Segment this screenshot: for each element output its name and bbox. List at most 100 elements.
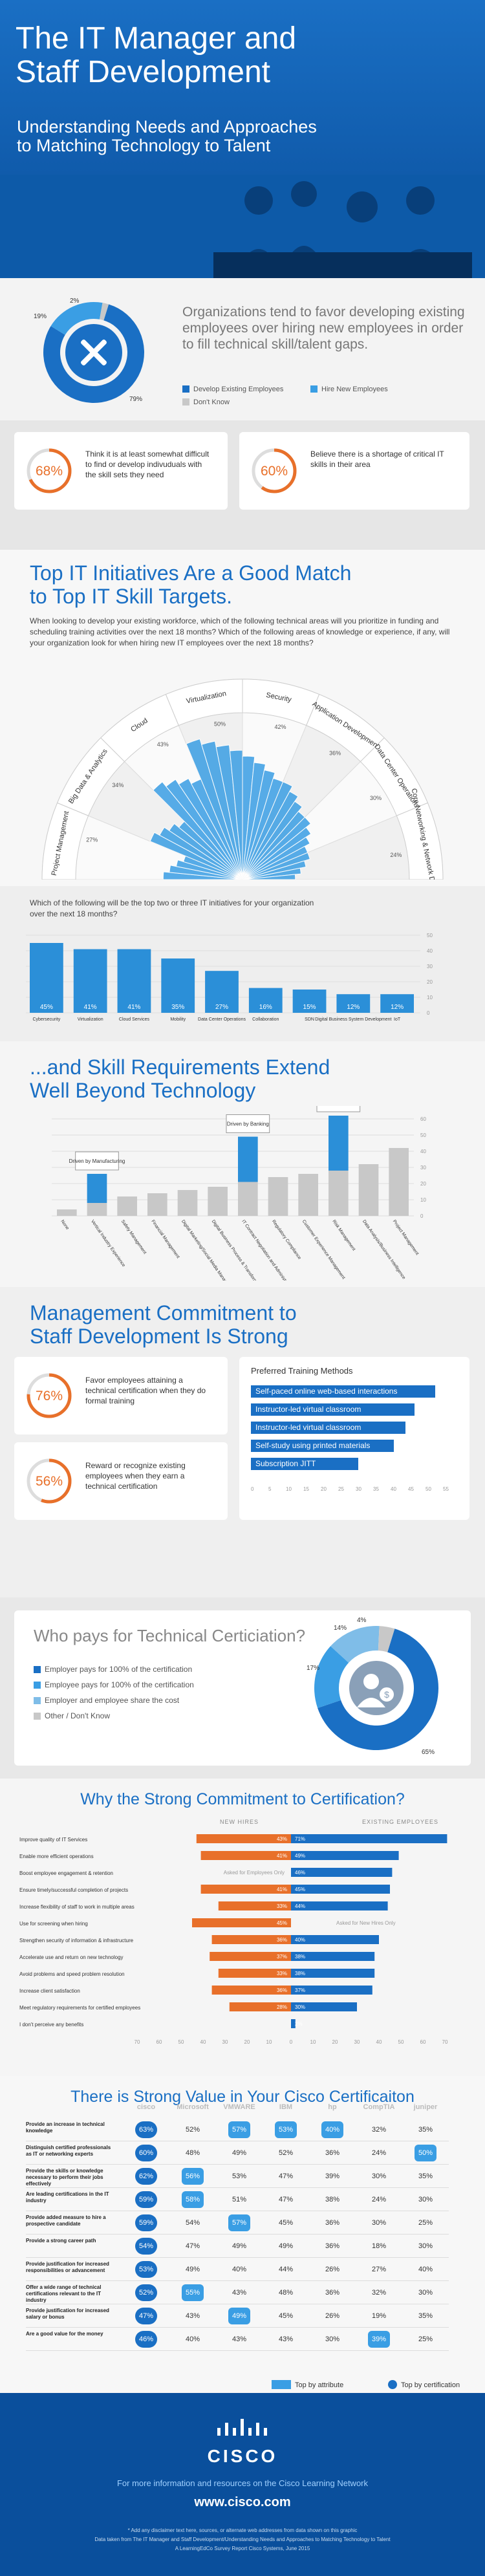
- training-method-bar-4: Subscription JITT: [251, 1458, 358, 1470]
- skills-title: ...and Skill Requirements Extend Well Bey…: [30, 1055, 330, 1102]
- value-cell: 30%: [418, 2242, 433, 2250]
- value-title: There is Strong Value in Your Cisco Cert…: [70, 2088, 415, 2106]
- value-cell: 24%: [371, 2149, 387, 2157]
- value-cell: 30%: [371, 2219, 387, 2227]
- y-tick-label: 50: [420, 1132, 426, 1138]
- bar-1: [73, 949, 107, 1013]
- why-axis-tick: 10: [266, 2039, 272, 2045]
- x-category-label: Data Center Operations: [198, 1017, 246, 1022]
- skill-bar-11: [389, 1148, 409, 1216]
- value-row-label: Provide the skills or knowledge necessar…: [26, 2168, 103, 2187]
- value-row-label: Are a good value for the money: [26, 2331, 103, 2337]
- bar-value-label: 41%: [127, 1004, 140, 1011]
- value-cell: 54%: [185, 2219, 200, 2227]
- value-cell: 36%: [325, 2219, 340, 2227]
- skill-bar-2: [117, 1196, 137, 1216]
- value-cell: 30%: [325, 2335, 340, 2343]
- value-cell: 57%: [228, 2121, 250, 2138]
- legend-hire: Hire New Employees: [310, 385, 388, 393]
- existing-bar-0: [291, 1834, 447, 1843]
- dontknow-value-label: 2%: [70, 298, 80, 305]
- difficulty-card: 68% Think it is at least somewhat diffic…: [14, 432, 228, 510]
- payer-other-label: 4%: [357, 1617, 367, 1624]
- value-row-label: Are leading certifications in the IT ind…: [26, 2191, 109, 2203]
- legend-develop: Develop Existing Employees: [182, 385, 283, 393]
- skill-bar-4: [177, 1190, 198, 1216]
- why-section: Why the Strong Commitment to Certificati…: [0, 1779, 485, 2076]
- row-divider: [26, 2327, 449, 2328]
- hero-banner: The IT Manager and Staff Development Unde…: [0, 0, 485, 278]
- initiatives-section: Top IT Initiatives Are a Good Match to To…: [0, 550, 485, 886]
- y-tick-label: 0: [427, 1010, 430, 1016]
- people-silhouette-illustration: [0, 175, 485, 278]
- new-hire-bar-3: [200, 1885, 291, 1894]
- x-category-label: Digital Business System Development: [315, 1017, 391, 1022]
- develop-statement: Organizations tend to favor developing e…: [182, 305, 465, 352]
- skill-category-label: Risk Management: [331, 1219, 356, 1251]
- existing-label: 71%: [295, 1836, 305, 1842]
- row-divider: [26, 2257, 449, 2258]
- value-cell: 53%: [275, 2121, 297, 2138]
- value-cell: 47%: [135, 2308, 157, 2324]
- fan-value-label: 27%: [86, 836, 98, 843]
- value-cell: 49%: [278, 2242, 294, 2250]
- value-row-label: Provide an increase in technical knowled…: [26, 2121, 105, 2134]
- payer-slice-3: [378, 1626, 395, 1652]
- value-cell: 35%: [418, 2126, 433, 2134]
- page-subtitle: Understanding Needs and Approaches to Mat…: [17, 117, 317, 155]
- skill-bar-1: [87, 1203, 107, 1216]
- why-row-label: Strengthen security of information & inf…: [19, 1938, 134, 1943]
- skill-category-label: Vertical Industry Experience: [90, 1219, 126, 1268]
- legend-top-certification: Top by certification: [388, 2380, 460, 2389]
- why-axis-tick: 40: [200, 2039, 206, 2045]
- existing-label: 49%: [295, 1853, 305, 1859]
- existing-bar-8: [291, 1969, 375, 1978]
- svg-text:$: $: [384, 1689, 389, 1700]
- existing-bar-6: [291, 1935, 379, 1944]
- top-initiatives-bar-chart: 0 10 20 30 40 50 45% Cybersecurity 41% Virtualiza…: [26, 933, 433, 1022]
- why-axis-tick: 70: [135, 2039, 140, 2045]
- bar-value-label: 15%: [303, 1004, 316, 1011]
- tools-icon: [81, 340, 107, 365]
- existing-label: 38%: [295, 1971, 305, 1976]
- footer-url[interactable]: www.cisco.com: [194, 2495, 291, 2509]
- value-row-label: Provide justification for increased sala…: [26, 2308, 109, 2320]
- value-cell: 58%: [182, 2191, 204, 2208]
- new-hire-label: 45%: [277, 1920, 287, 1926]
- initiatives-question: When looking to develop your existing wo…: [30, 616, 450, 647]
- skill-bar-10: [358, 1164, 379, 1216]
- value-cell: 39%: [325, 2172, 340, 2180]
- value-cell: 59%: [135, 2191, 157, 2208]
- hire-value-label: 19%: [34, 313, 47, 320]
- why-row-label: I don't perceive any benefits: [19, 2022, 83, 2028]
- why-axis-tick: 30: [354, 2039, 360, 2045]
- value-cell: 30%: [371, 2172, 387, 2180]
- value-cell: 26%: [325, 2266, 340, 2273]
- new-hire-bar-5: [192, 1918, 291, 1927]
- legend-dontknow: Don't Know: [182, 398, 230, 406]
- x-category-label: SDN: [305, 1017, 314, 1022]
- existing-label: 37%: [295, 1987, 305, 1993]
- cisco-logo-text: CISCO: [207, 2446, 278, 2466]
- fan-value-wedge: [242, 874, 296, 880]
- why-row-label: Ensure timely/successful completion of p…: [19, 1887, 128, 1893]
- develop-vs-hire-section: 79% 19% 2% Organizations tend to favor d…: [0, 278, 485, 420]
- why-axis-tick: 70: [442, 2039, 448, 2045]
- training-methods-title: Preferred Training Methods: [251, 1366, 353, 1376]
- x-category-label: Virtualization: [78, 1017, 103, 1022]
- value-section: There is Strong Value in Your Cisco Cert…: [0, 2076, 485, 2393]
- certification-favor-gauge: 76%: [27, 1373, 72, 1418]
- value-cell: 54%: [135, 2238, 157, 2255]
- skill-bar-5: [208, 1187, 228, 1216]
- fan-value-label: 43%: [157, 741, 169, 748]
- value-row-label: Provide added measure to hire a prospect…: [26, 2214, 106, 2227]
- value-cell: 18%: [371, 2242, 387, 2250]
- skill-category-label: Safety Management: [120, 1219, 147, 1255]
- value-cell: 47%: [185, 2242, 200, 2250]
- y-tick-label: 20: [427, 979, 433, 985]
- difficulty-text: Think it is at least somewhat difficult …: [85, 449, 210, 479]
- why-butterfly-chart: NEW HIRES EXISTING EMPLOYEES Improve quali…: [19, 1819, 448, 2045]
- y-tick-label: 40: [427, 948, 433, 954]
- value-row-label: Provide a strong career path: [26, 2238, 96, 2244]
- existing-label: 38%: [295, 1954, 305, 1960]
